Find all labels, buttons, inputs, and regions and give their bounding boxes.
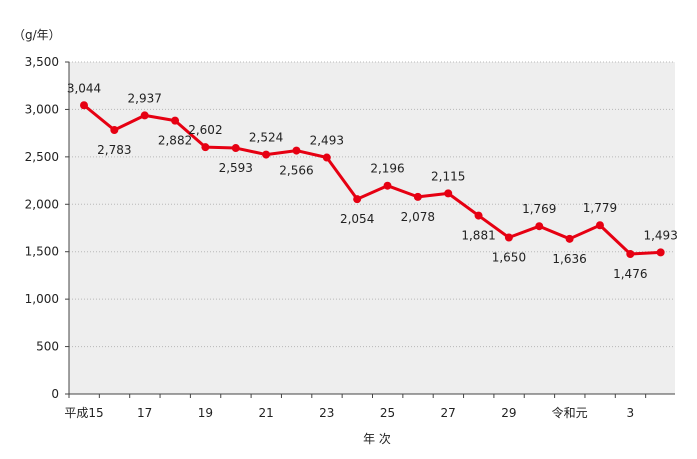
x-tick-label: 29: [501, 406, 516, 420]
data-label: 2,602: [188, 123, 222, 137]
data-label: 2,115: [431, 169, 465, 183]
data-point: [353, 195, 362, 204]
data-label: 2,078: [401, 210, 435, 224]
data-series: [80, 101, 665, 258]
data-point: [80, 101, 88, 110]
x-tick-label: 令和元: [552, 405, 588, 420]
x-tick-label: 3: [626, 406, 634, 420]
x-tick-label: 平成15: [64, 406, 103, 420]
data-label: 2,196: [370, 162, 404, 176]
x-tick-label: 27: [441, 406, 456, 420]
data-point: [626, 249, 635, 258]
data-point: [110, 126, 119, 135]
data-point: [656, 248, 665, 257]
data-point: [383, 181, 392, 190]
y-tick-label: 2,000: [25, 197, 59, 211]
x-tick-label: 19: [198, 406, 213, 420]
data-label: 1,779: [583, 201, 617, 215]
data-label: 2,882: [158, 134, 192, 148]
y-tick-label: 1,000: [25, 292, 59, 306]
data-label: 2,524: [249, 131, 283, 145]
data-point: [413, 192, 422, 201]
data-point: [231, 144, 240, 153]
data-label: 2,783: [97, 143, 131, 157]
data-point: [565, 234, 574, 243]
data-point: [262, 150, 271, 159]
y-unit-label: （g/年）: [13, 28, 61, 42]
plot-area: [69, 62, 675, 394]
data-label: 1,636: [552, 252, 586, 266]
x-axis-title: 年 次: [363, 432, 391, 446]
x-tick-label: 25: [380, 406, 395, 420]
data-label: 1,493: [643, 228, 677, 242]
series-line: [83, 104, 661, 256]
data-point: [171, 116, 180, 125]
data-point: [444, 189, 453, 198]
data-label: 1,650: [492, 250, 526, 264]
data-label: 2,593: [219, 161, 253, 175]
x-tick-label: 21: [258, 406, 273, 420]
x-tick-label: 17: [137, 406, 152, 420]
y-tick-label: 1,500: [25, 245, 59, 259]
data-point: [504, 233, 513, 242]
y-tick-label: 3,500: [25, 55, 59, 69]
x-tick-label: 23: [319, 406, 334, 420]
data-label: 1,769: [522, 202, 556, 216]
y-axis: 0 500 1,000 1,500 2,000 2,500 3,000 3,500: [25, 55, 70, 401]
gridlines: [69, 61, 675, 348]
data-label: 1,476: [613, 267, 647, 281]
data-label: 1,881: [461, 229, 495, 243]
y-tick-label: 3,000: [25, 102, 59, 116]
y-tick-label: 500: [36, 340, 59, 354]
data-label: 2,937: [128, 91, 162, 105]
data-point: [201, 143, 210, 152]
x-axis: 平成15 17 19 21 23 25 27 29 令和元 3: [64, 393, 675, 420]
data-point: [292, 146, 301, 155]
data-label: 2,566: [279, 164, 313, 178]
data-label: 2,493: [310, 134, 344, 148]
y-tick-label: 0: [51, 387, 59, 401]
data-label: 2,054: [340, 212, 374, 226]
y-tick-label: 2,500: [25, 150, 59, 164]
data-point: [535, 222, 544, 231]
data-label: 3,044: [67, 81, 101, 95]
data-point: [322, 153, 331, 162]
data-point: [474, 211, 483, 220]
data-point: [140, 111, 149, 120]
data-point: [595, 221, 604, 230]
